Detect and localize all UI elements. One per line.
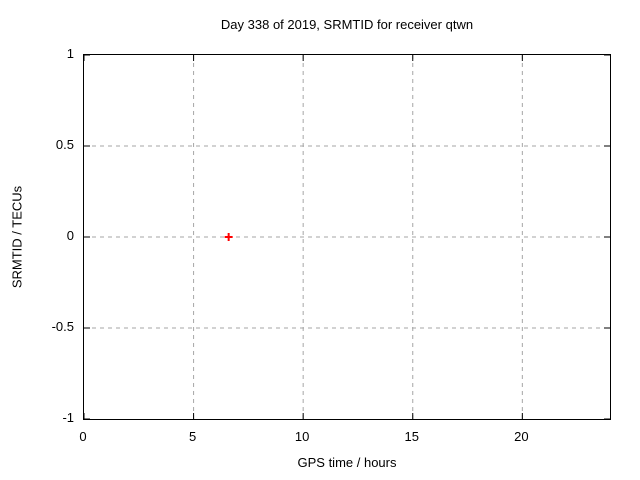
x-tick-label: 20 xyxy=(514,429,529,444)
plot-canvas xyxy=(84,55,610,419)
y-tick-label: 0.5 xyxy=(55,137,74,152)
y-tick-label: -0.5 xyxy=(51,319,74,334)
y-tick-label: -1 xyxy=(62,410,74,425)
plot-area xyxy=(83,54,611,420)
y-tick-label: 1 xyxy=(66,46,74,61)
x-axis-label: GPS time / hours xyxy=(297,455,397,470)
chart-title: Day 338 of 2019, SRMTID for receiver qtw… xyxy=(220,17,474,32)
x-tick-label: 10 xyxy=(294,429,310,444)
x-tick-label: 0 xyxy=(79,429,87,444)
y-tick-label: 0 xyxy=(66,228,74,243)
x-tick-label: 15 xyxy=(404,429,419,444)
x-tick-label: 5 xyxy=(188,429,197,444)
